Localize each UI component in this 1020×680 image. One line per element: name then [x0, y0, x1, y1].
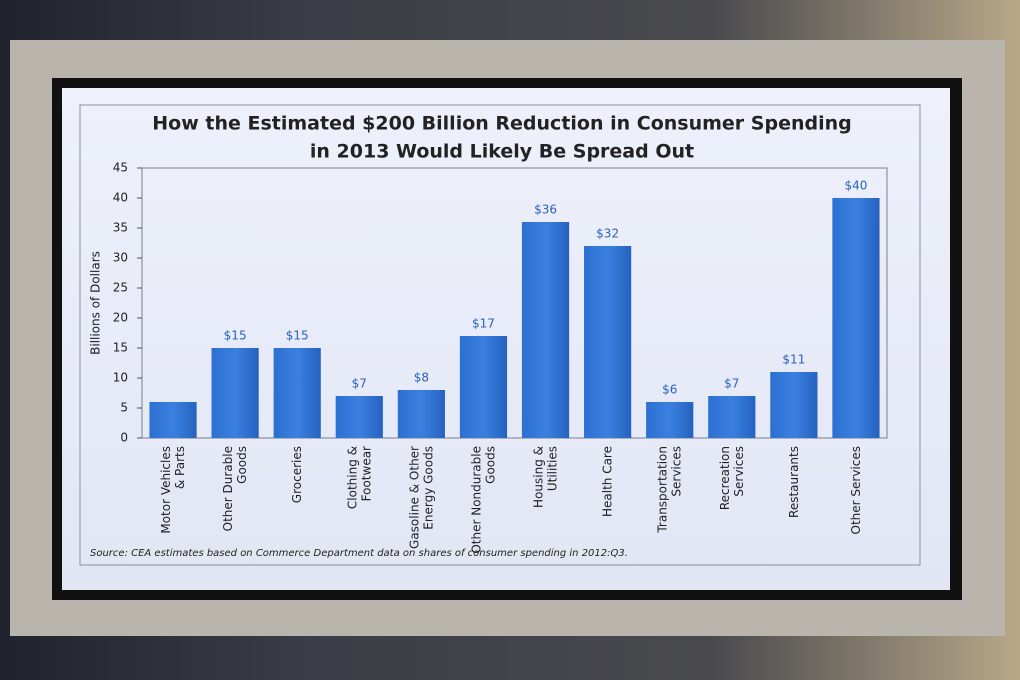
- bar: [273, 348, 321, 438]
- x-tick-label: RecreationServices: [717, 446, 745, 510]
- bar: [149, 402, 197, 438]
- x-tick-label: Motor Vehicles& Parts: [159, 446, 187, 534]
- y-tick-label: 0: [120, 431, 128, 445]
- x-tick-label: Restaurants: [786, 446, 800, 518]
- y-tick-label: 15: [113, 341, 128, 355]
- value-label: $36: [534, 203, 557, 217]
- bar: [459, 336, 508, 438]
- chart-title: in 2013 Would Likely Be Spread Out: [310, 141, 694, 163]
- plot-area: [141, 167, 888, 439]
- bar: [832, 198, 880, 438]
- y-tick-label: 45: [113, 161, 128, 175]
- bar: [521, 222, 570, 438]
- value-label: $15: [224, 329, 247, 343]
- y-axis-label: Billions of Dollars: [89, 251, 103, 355]
- chart-border: [79, 104, 921, 566]
- bar: [584, 246, 632, 438]
- value-label: $15: [286, 329, 309, 343]
- x-tick-label: Other DurableGoods: [221, 446, 249, 531]
- y-tick-label: 40: [113, 191, 128, 205]
- bar: [335, 396, 383, 438]
- x-tick-label: Clothing &Footwear: [345, 446, 373, 509]
- y-tick-label: 35: [113, 221, 128, 235]
- value-label: $7: [724, 377, 739, 391]
- bar: [646, 402, 694, 438]
- x-tick-label: Groceries: [290, 446, 304, 503]
- bar: [770, 372, 818, 438]
- x-tick-label: Health Care: [600, 446, 614, 517]
- source-note: Source: CEA estimates based on Commerce …: [90, 548, 628, 559]
- value-label: $7: [352, 377, 367, 391]
- bar: [708, 396, 756, 438]
- x-tick-label: Gasoline & OtherEnergy Goods: [407, 446, 435, 549]
- x-tick-label: Other Services: [848, 446, 862, 535]
- x-tick-label: Other NondurableGoods: [469, 446, 497, 554]
- value-label: $8: [414, 371, 429, 385]
- chart-title: How the Estimated $200 Billion Reduction…: [152, 113, 851, 135]
- y-tick-label: 20: [113, 311, 128, 325]
- y-tick-label: 25: [113, 281, 128, 295]
- x-tick-label: Housing &Utilities: [531, 446, 559, 508]
- bar: [211, 348, 259, 438]
- value-label: $40: [845, 179, 868, 193]
- y-tick-label: 30: [113, 251, 128, 265]
- y-tick-label: 10: [113, 371, 128, 385]
- y-tick-label: 5: [120, 401, 128, 415]
- value-label: $32: [596, 227, 619, 241]
- x-tick-label: TransportationServices: [655, 446, 683, 534]
- value-label: $11: [782, 353, 805, 367]
- value-label: $17: [472, 317, 495, 331]
- bar: [397, 390, 445, 438]
- value-label: $6: [662, 383, 677, 397]
